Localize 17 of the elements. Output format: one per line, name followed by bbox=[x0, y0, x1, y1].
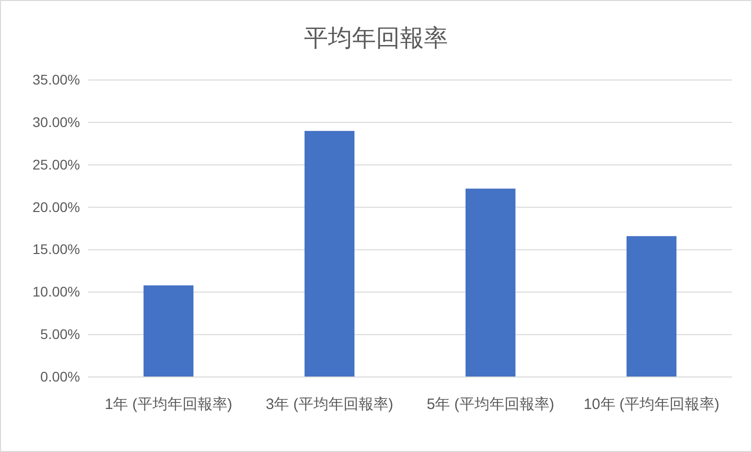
x-tick-label: 10年 (平均年回報率) bbox=[584, 396, 720, 413]
bar bbox=[304, 130, 354, 377]
y-tick-label: 30.00% bbox=[32, 114, 80, 130]
x-tick-label: 5年 (平均年回報率) bbox=[426, 396, 554, 413]
bar bbox=[466, 188, 516, 377]
y-tick-label: 0.00% bbox=[40, 368, 80, 384]
y-tick-label: 5.00% bbox=[40, 326, 80, 342]
chart-title: 平均年回報率 bbox=[304, 25, 448, 52]
y-tick-label: 35.00% bbox=[32, 71, 80, 88]
y-tick-label: 15.00% bbox=[32, 241, 80, 258]
bar bbox=[144, 285, 194, 377]
y-tick-label: 10.00% bbox=[32, 284, 80, 300]
bar bbox=[626, 236, 676, 377]
y-tick-label: 25.00% bbox=[32, 156, 80, 172]
y-tick-label: 20.00% bbox=[32, 198, 80, 215]
x-tick-label: 3年 (平均年回報率) bbox=[266, 396, 394, 413]
x-tick-label: 1年 (平均年回報率) bbox=[104, 396, 232, 413]
